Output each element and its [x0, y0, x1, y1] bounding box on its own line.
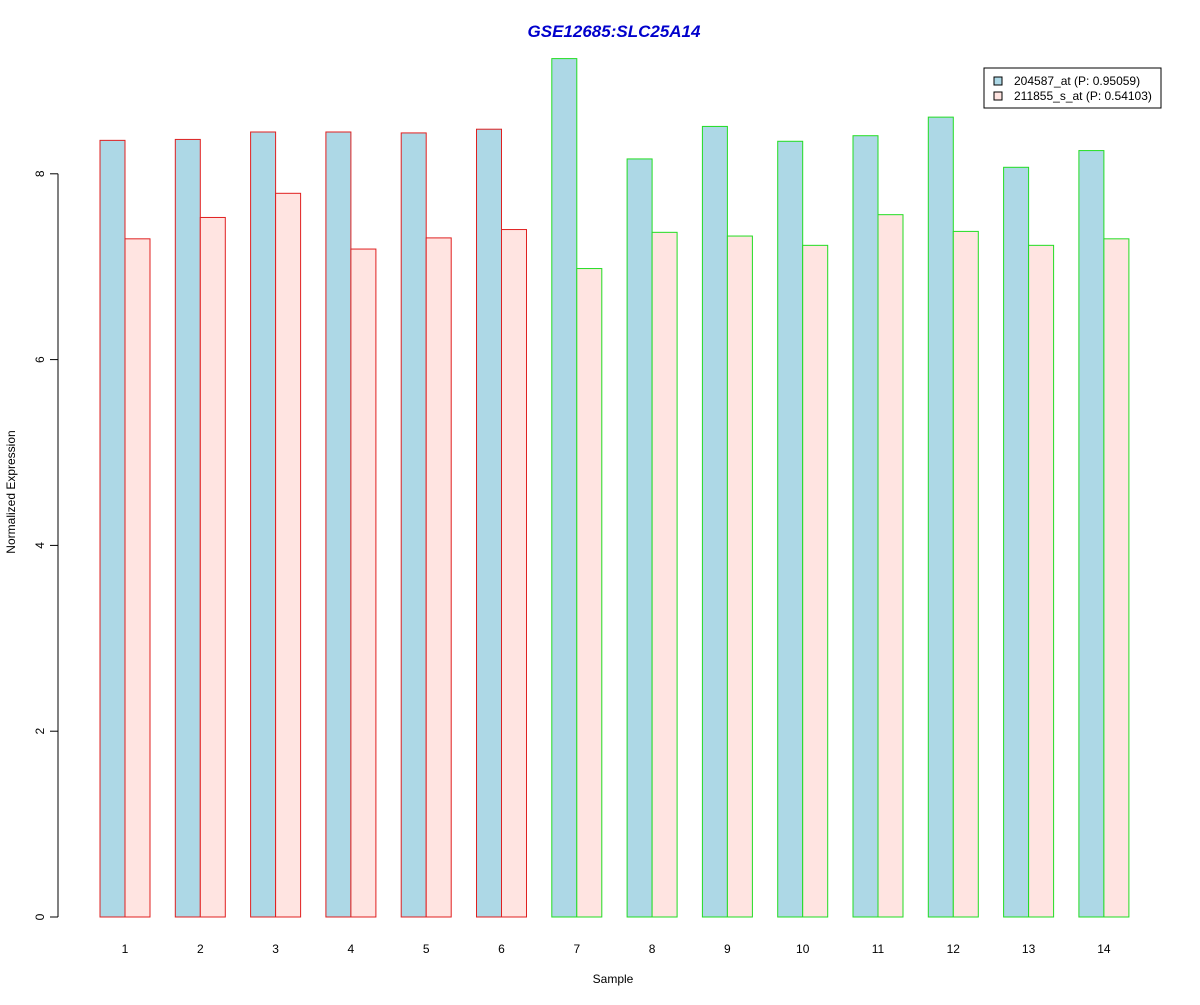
bar-series2-sample-12 — [952, 230, 979, 918]
bar-series2-sample-4 — [350, 248, 377, 918]
bar-series1-sample-5 — [400, 132, 427, 918]
x-tick-label: 9 — [724, 942, 731, 956]
chart-title: GSE12685:SLC25A14 — [528, 22, 701, 41]
bar-series2-sample-7 — [576, 268, 603, 918]
legend-box — [983, 67, 1162, 109]
x-tick-label: 3 — [272, 942, 279, 956]
bar-series2-sample-3 — [275, 192, 302, 918]
legend-swatch — [993, 91, 1003, 101]
bar-series1-sample-11 — [852, 135, 879, 918]
x-tick-label: 5 — [423, 942, 430, 956]
x-tick-label: 14 — [1097, 942, 1111, 956]
y-axis-title: Normalized Expression — [4, 430, 18, 553]
x-tick-label: 11 — [872, 942, 885, 956]
x-tick-label: 13 — [1022, 942, 1036, 956]
bar-series1-sample-6 — [476, 128, 502, 918]
bar-series2-sample-11 — [877, 214, 904, 918]
bar-series2-sample-14 — [1103, 238, 1130, 918]
y-tick-label: 8 — [33, 170, 47, 177]
bar-series2-sample-6 — [501, 229, 527, 918]
bar-series2-sample-2 — [199, 216, 226, 918]
x-tick-label: 6 — [498, 942, 505, 956]
bar-series2-sample-9 — [726, 235, 753, 918]
y-tick-label: 2 — [33, 728, 47, 735]
y-axis: 0 2 4 6 8 — [33, 170, 59, 920]
bar-series1-sample-8 — [626, 158, 653, 918]
legend: 204587_at (P: 0.95059)211855_s_at (P: 0.… — [983, 67, 1162, 109]
x-tick-label: 7 — [573, 942, 580, 956]
x-axis-labels: 1 2 3 4 5 6 7 8 9 10 11 12 13 14 — [122, 942, 1111, 956]
bar-series1-sample-12 — [927, 116, 954, 918]
bar-series2-sample-1 — [124, 238, 151, 918]
bar-series2-sample-5 — [425, 237, 452, 918]
bars-layer — [99, 58, 1130, 918]
x-tick-label: 2 — [197, 942, 204, 956]
x-tick-label: 1 — [122, 942, 129, 956]
y-tick-label: 0 — [33, 913, 47, 920]
x-tick-label: 4 — [348, 942, 355, 956]
bar-series1-sample-9 — [701, 125, 728, 918]
x-tick-label: 12 — [947, 942, 961, 956]
y-tick-label: 4 — [33, 542, 47, 549]
legend-entry-label: 204587_at (P: 0.95059) — [1014, 74, 1140, 88]
bar-series2-sample-10 — [802, 244, 829, 918]
bar-series1-sample-1 — [99, 139, 126, 918]
legend-entry-label: 211855_s_at (P: 0.54103) — [1014, 89, 1152, 103]
x-tick-label: 10 — [796, 942, 810, 956]
bar-series1-sample-14 — [1078, 150, 1105, 918]
bar-series2-sample-13 — [1028, 244, 1055, 918]
x-axis-title: Sample — [593, 972, 634, 986]
bar-series1-sample-7 — [551, 58, 578, 918]
bar-series2-sample-8 — [651, 231, 678, 918]
bar-series1-sample-3 — [250, 131, 277, 918]
y-tick-label: 6 — [33, 356, 47, 363]
x-tick-label: 8 — [649, 942, 656, 956]
bar-series1-sample-4 — [325, 131, 352, 918]
legend-swatch — [993, 76, 1003, 86]
bar-series1-sample-13 — [1003, 166, 1030, 918]
bar-series1-sample-2 — [174, 138, 201, 918]
bar-series1-sample-10 — [777, 140, 804, 918]
